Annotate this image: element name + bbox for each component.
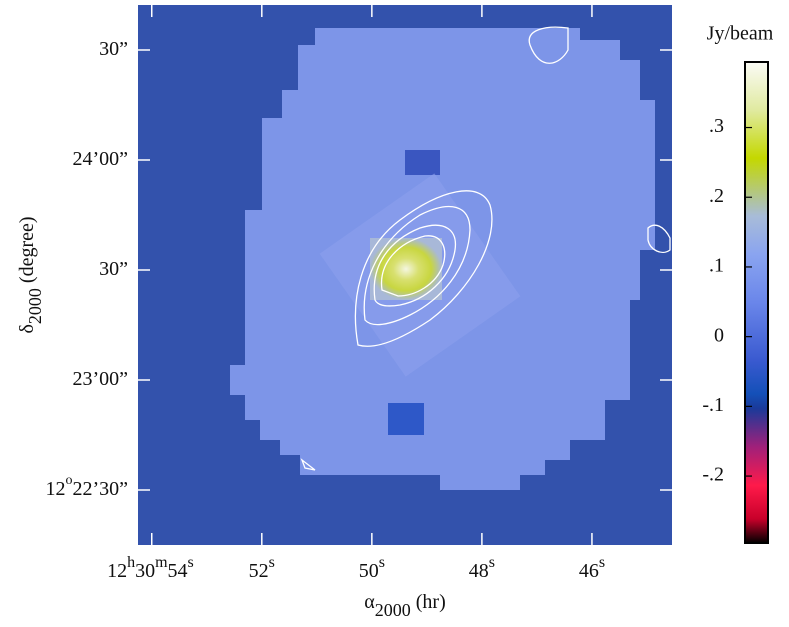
y-tick-label: 23’00” bbox=[72, 368, 128, 390]
text-part: 23’00” bbox=[72, 368, 128, 390]
colorbar-tick-label: 0 bbox=[714, 324, 724, 346]
colorbar-tick-label: .3 bbox=[709, 115, 724, 137]
text-part: 52 bbox=[249, 560, 269, 582]
text-part: 54 bbox=[168, 560, 188, 582]
contours bbox=[300, 26, 671, 471]
dark-spot bbox=[405, 150, 440, 175]
text-part: s bbox=[188, 554, 194, 571]
text-part: 24’00” bbox=[72, 148, 128, 170]
text-part: (degree) bbox=[16, 216, 38, 288]
text-part: 2000 bbox=[25, 288, 45, 324]
text-part: s bbox=[269, 554, 275, 571]
colorbar-label: Jy/beam bbox=[707, 23, 774, 45]
text-part: 12 bbox=[45, 478, 65, 500]
x-tick-label: 50s bbox=[359, 554, 385, 582]
colorbar-tick-label: .1 bbox=[709, 255, 724, 277]
text-part: (hr) bbox=[411, 591, 446, 613]
text-part: 30 bbox=[135, 560, 155, 582]
y-tick-label: 12o22’30” bbox=[45, 473, 128, 499]
text-part: s bbox=[599, 554, 605, 571]
text-part: m bbox=[155, 554, 168, 571]
text-part: s bbox=[489, 554, 495, 571]
text-part: 46 bbox=[579, 560, 599, 582]
x-tick-label: 48s bbox=[469, 554, 495, 582]
text-part: 30” bbox=[99, 258, 128, 280]
text-part: α bbox=[364, 591, 375, 613]
text-part: 48 bbox=[469, 560, 489, 582]
text-part: δ bbox=[16, 324, 38, 333]
text-part: 2000 bbox=[375, 600, 411, 620]
ticks bbox=[138, 5, 672, 545]
text-part: o bbox=[65, 473, 72, 488]
x-tick-label: 52s bbox=[249, 554, 275, 582]
text-part: h bbox=[127, 554, 135, 571]
text-part: 22’30” bbox=[72, 478, 128, 500]
dark-spot bbox=[388, 403, 424, 435]
text-part: s bbox=[379, 554, 385, 571]
text-part: 12 bbox=[107, 560, 127, 582]
y-axis-label: δ2000 (degree) bbox=[16, 216, 46, 333]
y-tick-label: 30” bbox=[99, 38, 128, 60]
colorbar-tick-label: -.1 bbox=[702, 394, 724, 416]
x-tick-label: 12h30m54s bbox=[107, 554, 194, 582]
text-part: 30” bbox=[99, 38, 128, 60]
x-axis-label: α2000 (hr) bbox=[364, 591, 445, 621]
colorbar-tick-label: .2 bbox=[709, 185, 724, 207]
colorbar-tick-label: -.2 bbox=[702, 464, 724, 486]
text-part: 50 bbox=[359, 560, 379, 582]
colorbar bbox=[744, 61, 769, 544]
y-tick-label: 30” bbox=[99, 258, 128, 280]
map bbox=[138, 5, 672, 545]
y-tick-label: 24’00” bbox=[72, 148, 128, 170]
x-tick-label: 46s bbox=[579, 554, 605, 582]
